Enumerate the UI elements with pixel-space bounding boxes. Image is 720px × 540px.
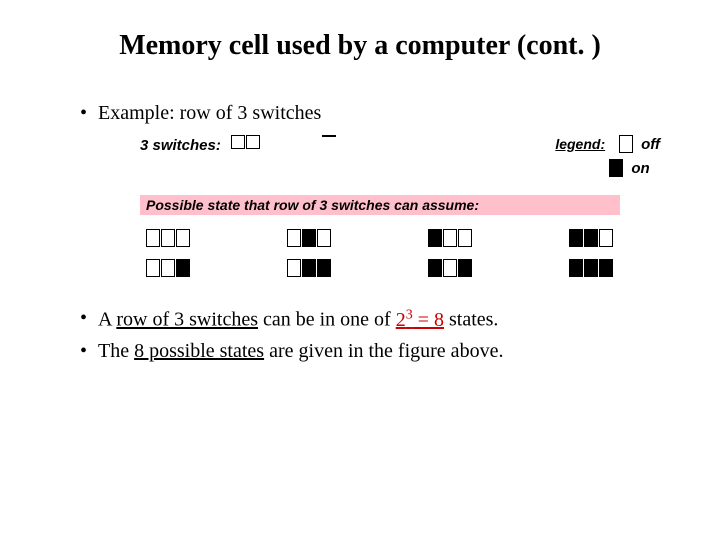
bullet-formula: A row of 3 switches can be in one of 23 … [80, 307, 660, 332]
switch-on-icon [302, 259, 316, 277]
switch-off-icon [161, 259, 175, 277]
legend-label: legend: [555, 136, 605, 152]
legend-on-text: on [631, 160, 649, 177]
text: A [98, 309, 116, 331]
switch-on-icon [428, 259, 442, 277]
underline-row-of-3: row of 3 switches [116, 309, 258, 331]
switch-on-icon [599, 259, 613, 277]
state-group [569, 259, 660, 277]
legend-off-text: off [641, 136, 660, 153]
switches-and-legend-row: 3 switches: legend: off on [140, 135, 660, 177]
switch-off-icon [246, 135, 260, 149]
formula-result: = 8 [413, 309, 444, 331]
formula-base: 2 [396, 309, 406, 331]
state-group [146, 259, 237, 277]
switch-off-icon [443, 229, 457, 247]
switch-on-icon [458, 259, 472, 277]
text: are given in the figure above. [264, 340, 503, 362]
switch-off-icon [317, 229, 331, 247]
dash-icon [322, 135, 336, 137]
legend: legend: off on [555, 135, 660, 177]
bullet-example: Example: row of 3 switches [80, 102, 660, 125]
switch-off-icon [176, 229, 190, 247]
switch-off-icon [599, 229, 613, 247]
legend-off-icon [619, 135, 633, 153]
text: can be in one of [258, 309, 396, 331]
switch-off-icon [287, 229, 301, 247]
switch-off-icon [287, 259, 301, 277]
diagram: 3 switches: legend: off on Possible stat… [140, 135, 660, 277]
switch-on-icon [584, 229, 598, 247]
example-switch-row [231, 135, 260, 149]
state-group [569, 229, 660, 247]
state-group [146, 229, 237, 247]
state-group [287, 259, 378, 277]
bullet-states: The 8 possible states are given in the f… [80, 340, 660, 363]
switch-off-icon [161, 229, 175, 247]
switch-off-icon [146, 259, 160, 277]
text: states. [444, 309, 498, 331]
slide-title: Memory cell used by a computer (cont. ) [60, 30, 660, 62]
formula-exponent: 3 [406, 307, 413, 322]
switch-off-icon [443, 259, 457, 277]
formula: 23 = 8 [396, 309, 444, 331]
switch-on-icon [317, 259, 331, 277]
switch-on-icon [569, 259, 583, 277]
states-grid [146, 229, 660, 277]
switch-on-icon [428, 229, 442, 247]
switch-on-icon [176, 259, 190, 277]
switch-on-icon [584, 259, 598, 277]
state-group [428, 259, 519, 277]
switches-label: 3 switches: [140, 135, 221, 154]
text: The [98, 340, 134, 362]
states-heading: Possible state that row of 3 switches ca… [140, 195, 620, 215]
switch-off-icon [458, 229, 472, 247]
switch-off-icon [146, 229, 160, 247]
legend-on-icon [609, 159, 623, 177]
switch-on-icon [302, 229, 316, 247]
state-group [428, 229, 519, 247]
switch-off-icon [231, 135, 245, 149]
switch-on-icon [569, 229, 583, 247]
underline-8-states: 8 possible states [134, 340, 264, 362]
state-group [287, 229, 378, 247]
